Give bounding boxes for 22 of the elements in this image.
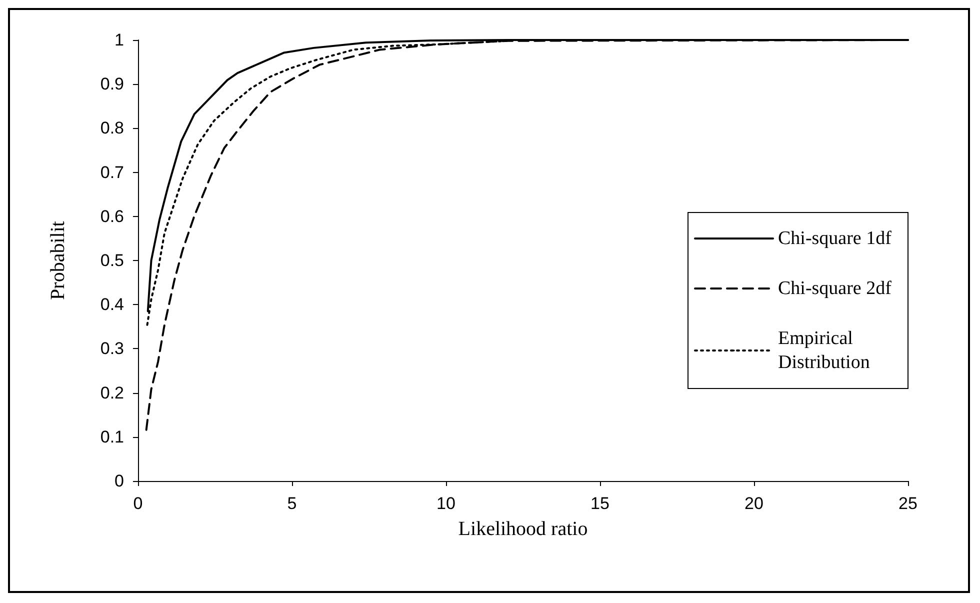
y-tick-label: 0.2 (100, 383, 124, 402)
y-tick-label: 0.6 (100, 206, 124, 226)
x-tick-label: 5 (287, 494, 297, 513)
y-tick-label: 0.8 (100, 118, 124, 138)
legend-label: Chi-square 1df (778, 228, 892, 249)
x-tick-label: 25 (898, 494, 918, 513)
y-tick-label: 0.4 (100, 295, 124, 314)
y-tick-label: 0.3 (100, 339, 124, 358)
y-tick-label: 0 (114, 472, 124, 490)
legend-label: Empirical Distribution (778, 328, 870, 373)
x-tick-label: 10 (436, 494, 456, 513)
x-tick-label: 15 (590, 494, 610, 513)
legend-label: Chi-square 2df (778, 278, 892, 299)
x-tick-label: 0 (133, 494, 143, 513)
y-tick-label: 0.5 (100, 251, 124, 270)
x-axis-title: Likelihood ratio (458, 518, 588, 540)
y-tick-label: 0.1 (100, 427, 124, 446)
y-tick-label: 1 (114, 30, 124, 50)
y-axis-title: Probabilit (47, 220, 69, 300)
y-tick-label: 0.7 (100, 162, 124, 182)
x-tick-label: 20 (744, 494, 764, 513)
y-tick-label: 0.9 (100, 74, 124, 94)
